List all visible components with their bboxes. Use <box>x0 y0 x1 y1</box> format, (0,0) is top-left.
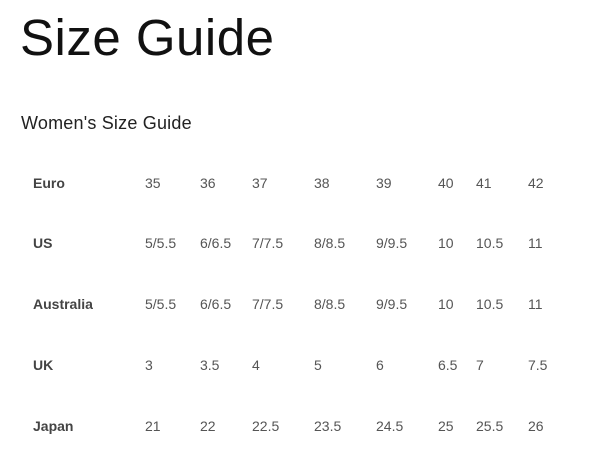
table-cell: 7/7.5 <box>252 235 284 251</box>
table-cell: 40 <box>438 175 454 191</box>
table-cell: 3 <box>145 357 153 373</box>
row-label: UK <box>33 357 54 373</box>
table-cell: 8/8.5 <box>314 296 346 312</box>
table-cell: 25.5 <box>476 418 504 434</box>
table-cell: 35 <box>145 175 161 191</box>
table-cell: 10.5 <box>476 235 504 251</box>
table-cell: 6/6.5 <box>200 235 232 251</box>
table-cell: 9/9.5 <box>376 235 408 251</box>
table-cell: 41 <box>476 175 492 191</box>
row-label: Euro <box>33 175 65 191</box>
table-cell: 3.5 <box>200 357 220 373</box>
section-title: Women's Size Guide <box>21 113 192 133</box>
table-cell: 22 <box>200 418 216 434</box>
table-cell: 4 <box>252 357 260 373</box>
table-cell: 23.5 <box>314 418 342 434</box>
table-cell: 10 <box>438 235 454 251</box>
row-label: US <box>33 235 53 251</box>
table-cell: 5 <box>314 357 322 373</box>
table-cell: 9/9.5 <box>376 296 408 312</box>
table-cell: 5/5.5 <box>145 296 177 312</box>
table-cell: 7 <box>476 357 484 373</box>
table-cell: 38 <box>314 175 330 191</box>
table-cell: 42 <box>528 175 544 191</box>
table-cell: 6 <box>376 357 384 373</box>
page-title: Size Guide <box>20 9 275 66</box>
table-cell: 21 <box>145 418 161 434</box>
table-cell: 26 <box>528 418 544 434</box>
table-cell: 5/5.5 <box>145 235 177 251</box>
table-cell: 37 <box>252 175 268 191</box>
table-cell: 10.5 <box>476 296 504 312</box>
table-cell: 6/6.5 <box>200 296 232 312</box>
table-cell: 11 <box>528 235 543 251</box>
table-cell: 25 <box>438 418 454 434</box>
table-cell: 7.5 <box>528 357 548 373</box>
row-label: Japan <box>33 418 74 434</box>
table-cell: 22.5 <box>252 418 280 434</box>
table-cell: 10 <box>438 296 454 312</box>
table-cell: 24.5 <box>376 418 404 434</box>
row-label: Australia <box>33 296 93 312</box>
table-cell: 39 <box>376 175 392 191</box>
table-cell: 8/8.5 <box>314 235 346 251</box>
table-cell: 36 <box>200 175 216 191</box>
table-cell: 7/7.5 <box>252 296 284 312</box>
table-cell: 6.5 <box>438 357 458 373</box>
table-cell: 11 <box>528 296 543 312</box>
